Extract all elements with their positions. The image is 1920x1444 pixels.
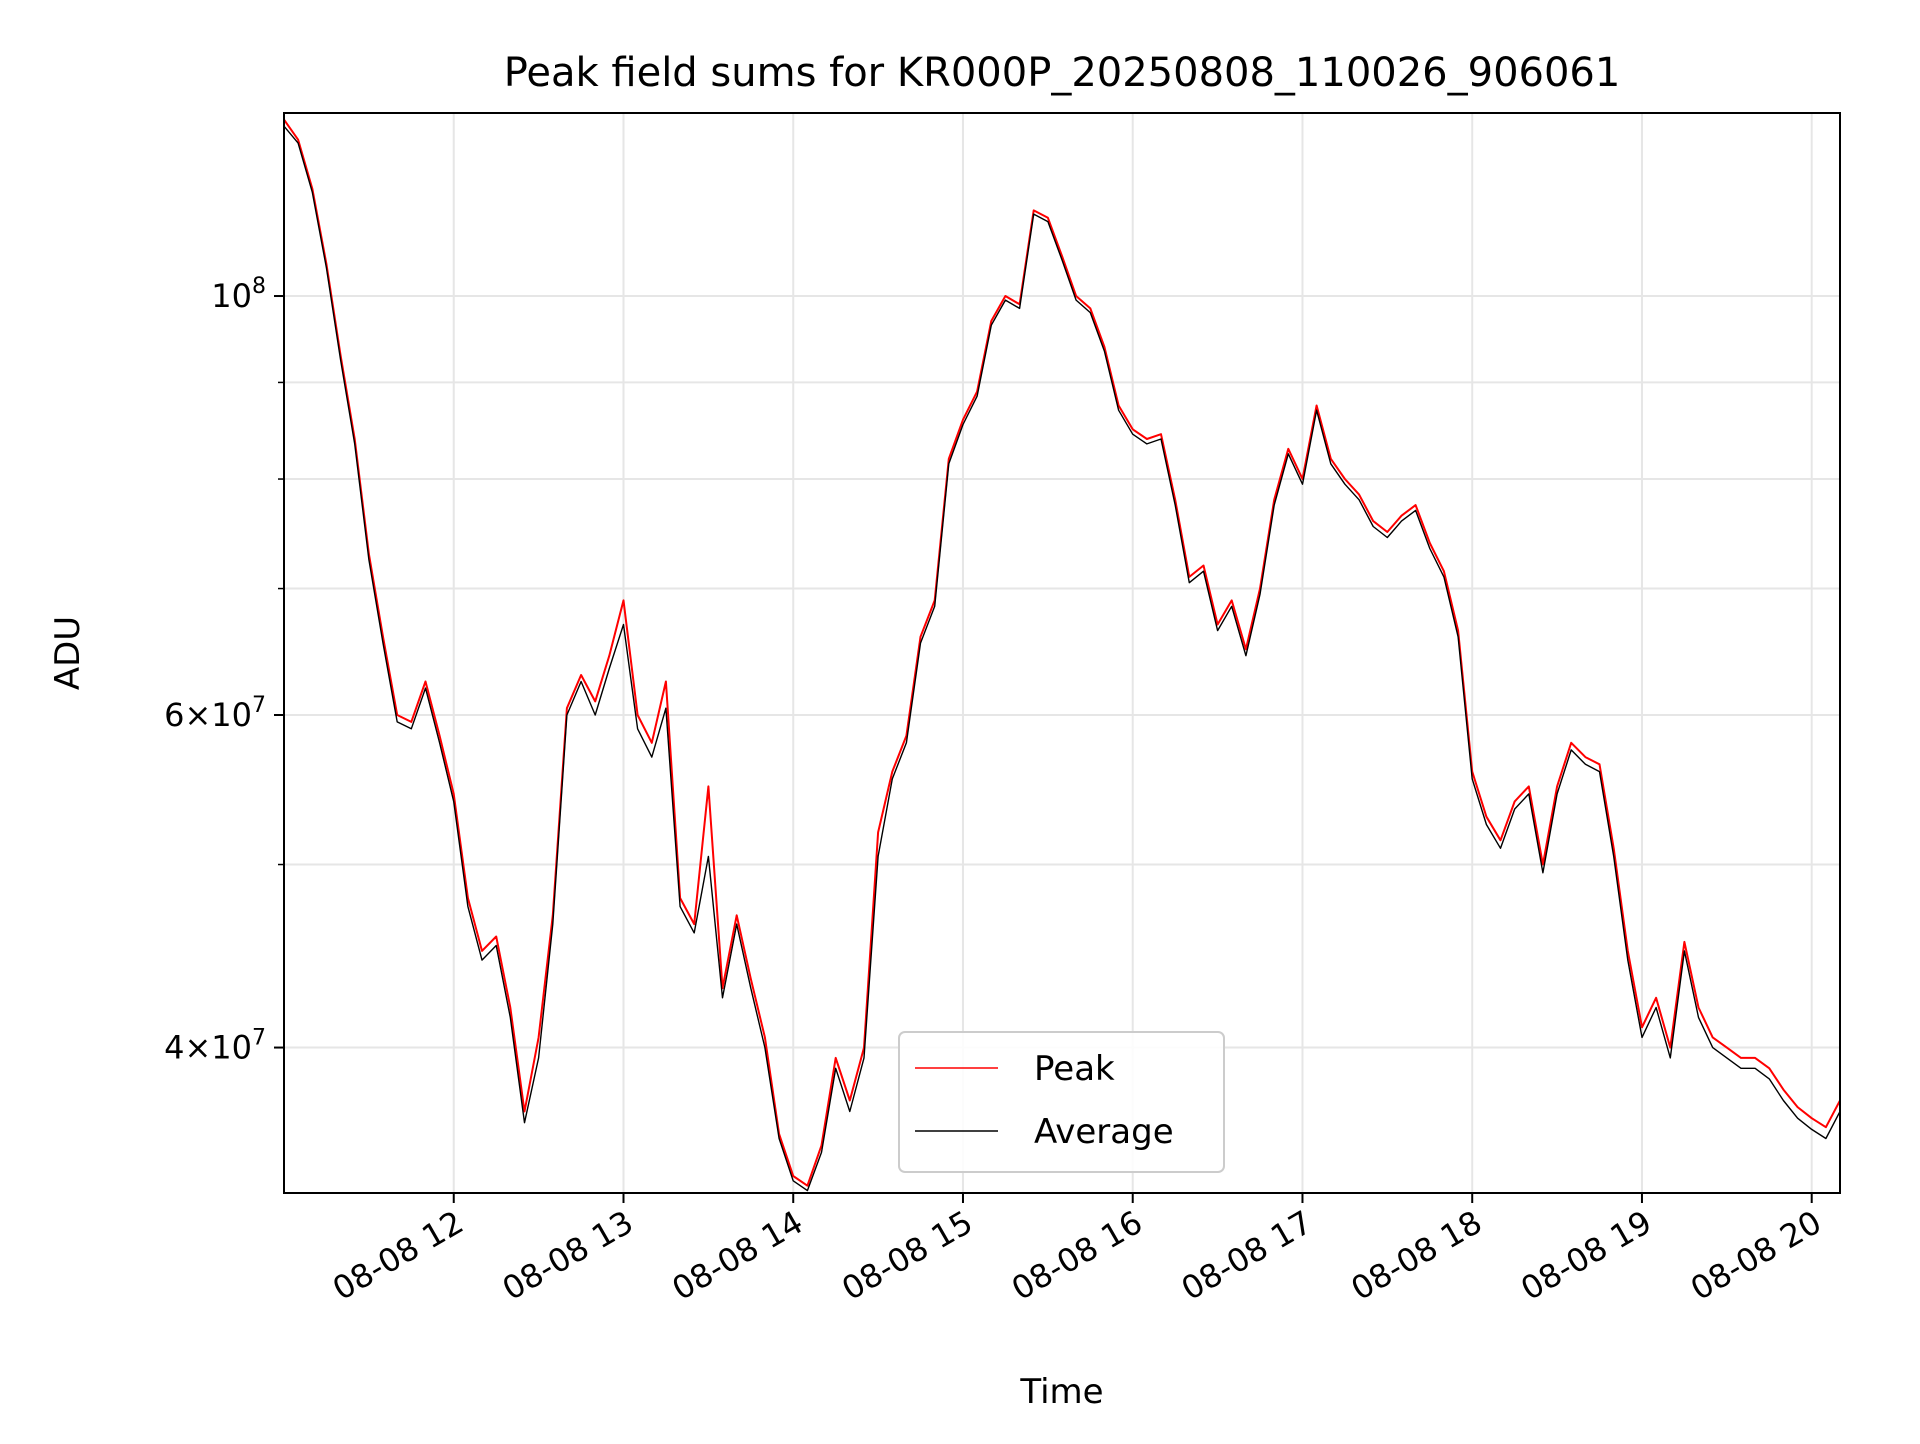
series-line-peak [284, 119, 1840, 1187]
legend: Peak Average [898, 1031, 1225, 1173]
y-tick-label: 108 [211, 274, 266, 315]
legend-label-average: Average [1034, 1112, 1174, 1152]
x-axis-label: Time [1019, 1372, 1103, 1412]
y-tick-label: 4×107 [164, 1026, 266, 1067]
series-lines [284, 119, 1840, 1192]
y-tick-label: 6×107 [164, 693, 266, 734]
y-axis-ticks: 4×107 6×107 108 [164, 274, 284, 1067]
y-axis-label: ADU [48, 616, 88, 690]
legend-box [898, 1031, 1225, 1173]
series-line-average [284, 125, 1840, 1192]
plot-frame [283, 112, 1841, 1194]
legend-label-peak: Peak [1034, 1049, 1115, 1089]
chart-title: Peak field sums for KR000P_20250808_1100… [504, 50, 1621, 96]
